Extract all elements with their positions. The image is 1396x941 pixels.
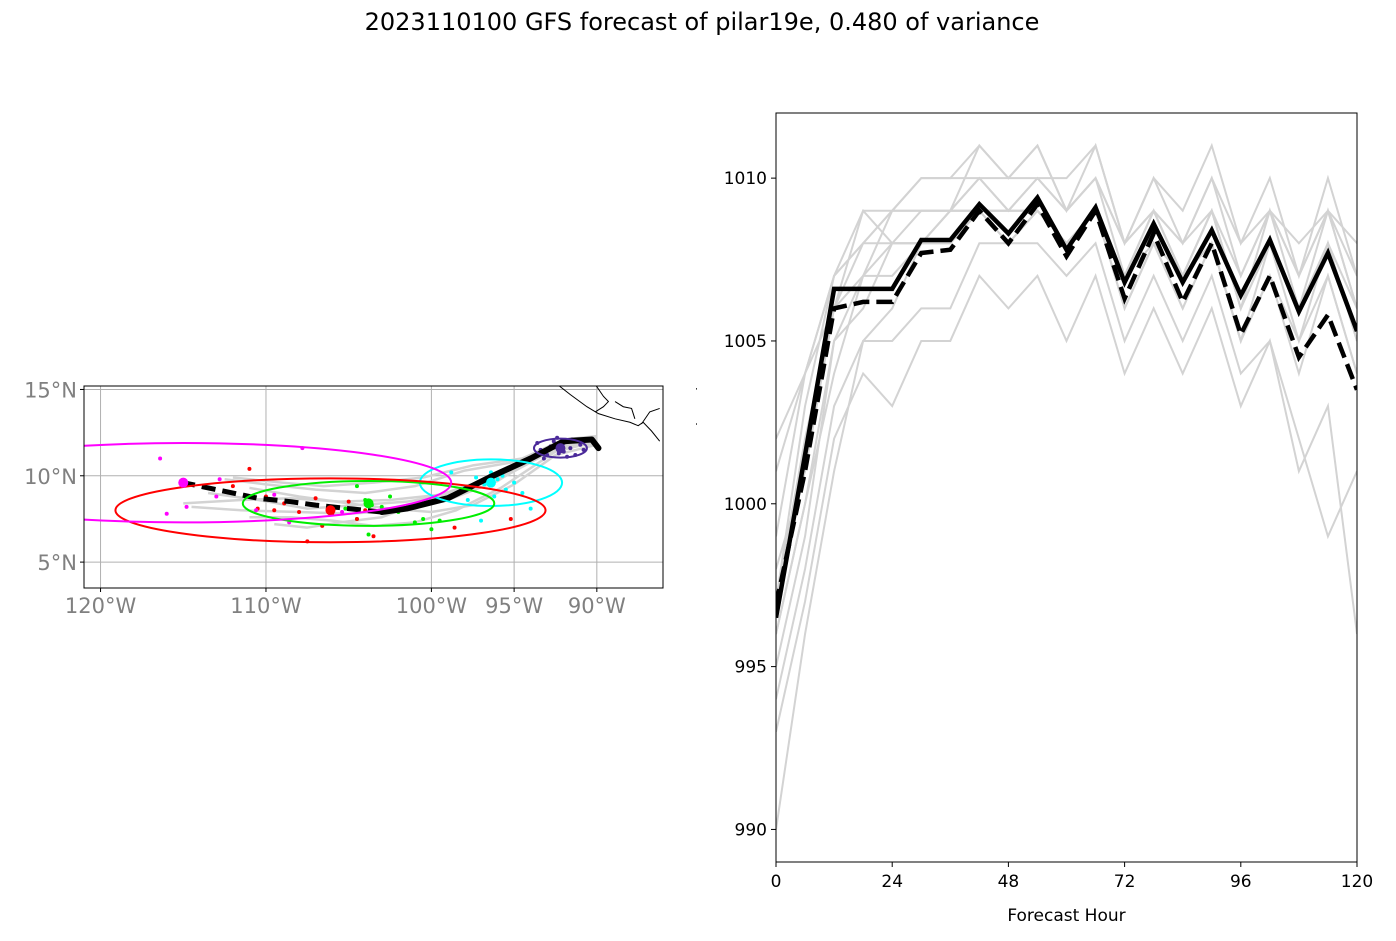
spread-ellipse-24h [532, 437, 588, 459]
member-point-120h [214, 494, 219, 499]
member-point-72h [366, 532, 371, 537]
map-frame [83, 385, 664, 589]
member-point-48h [449, 470, 454, 475]
mean-track-solid [378, 436, 602, 516]
pressure-plot-area [776, 142, 1357, 830]
ensemble-pressure-line [776, 142, 1357, 635]
ensemble-pressure-line [776, 143, 1357, 440]
pressure-y-axis-label: Minimum Pressure (hPa) [696, 384, 700, 590]
member-point-48h [520, 491, 525, 496]
pressure-xtick-label: 24 [881, 872, 903, 892]
member-point-72h [354, 484, 359, 489]
figure-title: 2023110100 GFS forecast of pilar19e, 0.4… [364, 8, 1040, 36]
spread-ellipse-96h [114, 477, 547, 544]
mean-track-dashed [182, 480, 383, 515]
member-point-48h [492, 494, 497, 499]
track-map: 120°W 110°W 100°W 95°W 90°W 5°N 10°N 15°N [24, 378, 664, 618]
pressure-ytick-label: 1005 [724, 332, 767, 352]
country-border [614, 401, 636, 419]
pressure-ytick-label: 990 [735, 820, 767, 840]
ensemble-pressure-line [776, 241, 1357, 830]
mean-position-24h [555, 443, 566, 454]
member-point-48h [528, 506, 533, 511]
pressure-xtick-label: 72 [1114, 872, 1136, 892]
spread-ellipse-120h [84, 441, 453, 524]
pressure-frame [775, 112, 1358, 863]
member-point-48h [495, 477, 500, 482]
ensemble-pressure-line [776, 272, 1357, 732]
spread-ellipse-72h [241, 479, 496, 527]
member-point-72h [379, 504, 384, 509]
member-point-120h [184, 504, 189, 509]
member-point-72h [421, 516, 426, 521]
dashed-pressure-line [776, 200, 1357, 606]
member-point-72h [388, 494, 393, 499]
member-point-24h [568, 446, 573, 451]
pressure-ytick-label: 1000 [724, 495, 767, 515]
member-point-120h [158, 456, 163, 461]
member-point-24h [551, 439, 556, 444]
member-point-24h [541, 456, 546, 461]
member-point-72h [343, 506, 348, 511]
pressure-xtick-label: 96 [1230, 872, 1252, 892]
map-ytick-label: 10°N [24, 465, 77, 489]
pressure-xtick-label: 48 [998, 872, 1020, 892]
member-point-120h [340, 510, 345, 515]
member-point-96h [272, 508, 277, 513]
member-point-96h [346, 499, 351, 504]
mean-position-72h [363, 498, 374, 509]
member-point-96h [452, 525, 457, 530]
map-xtick-label: 90°W [568, 594, 626, 618]
pressure-xtick-label: 0 [771, 872, 782, 892]
member-point-96h [371, 534, 376, 539]
member-point-120h [164, 511, 169, 516]
mean-pressure-line [776, 193, 1357, 619]
member-point-120h [272, 492, 277, 497]
pressure-ytick-label: 995 [735, 658, 767, 678]
ensemble-pressure-line [776, 207, 1357, 700]
map-ytick-label: 15°N [24, 378, 77, 402]
member-point-96h [230, 484, 235, 489]
member-point-96h [354, 516, 359, 521]
member-point-96h [508, 516, 513, 521]
pressure-ytick-label: 1010 [724, 169, 767, 189]
map-xtick-label: 95°W [485, 594, 543, 618]
mean-position-120h [178, 477, 189, 488]
map-xtick-label: 110°W [230, 594, 302, 618]
pressure-x-axis-label: Forecast Hour [1007, 906, 1125, 926]
member-point-48h [512, 480, 517, 485]
member-point-120h [254, 508, 259, 513]
pressure-xtick-label: 120 [1341, 872, 1373, 892]
member-point-72h [429, 527, 434, 532]
member-point-96h [297, 510, 302, 515]
mean-position-96h [325, 505, 336, 516]
coastline [558, 386, 661, 442]
country-border [594, 386, 610, 413]
map-xtick-label: 100°W [396, 594, 468, 618]
pressure-chart: 0 24 48 72 96 120 990 995 1000 1005 1010 Forecast H… [696, 112, 1373, 926]
member-point-96h [313, 496, 318, 501]
member-point-48h [479, 518, 484, 523]
country-border [641, 407, 660, 425]
map-ytick-label: 5°N [37, 551, 77, 575]
map-xtick-label: 120°W [65, 594, 137, 618]
ensemble-pressure-line [776, 175, 1357, 472]
member-point-48h [465, 497, 470, 502]
mean-position-48h [485, 477, 496, 488]
member-point-48h [474, 475, 479, 480]
member-point-120h [217, 477, 222, 482]
map-plot-area [84, 386, 663, 588]
member-point-96h [247, 466, 252, 471]
ensemble-pressure-line [776, 208, 1357, 602]
member-point-24h [578, 442, 583, 447]
